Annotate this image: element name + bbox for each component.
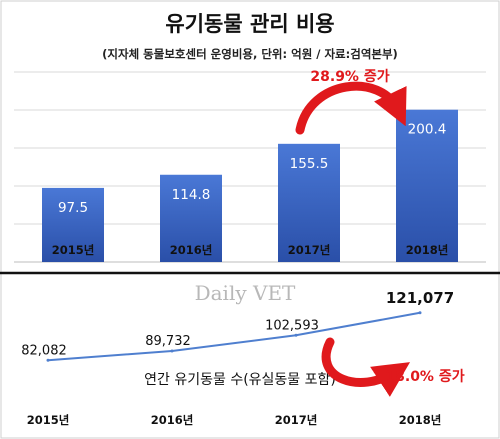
line-growth-arrow (321, 337, 411, 397)
data-point (46, 358, 50, 362)
bar-growth-arrow (295, 81, 407, 135)
bar-category-label: 2016년 (170, 243, 213, 257)
bar-value-label: 97.5 (58, 200, 88, 216)
line-value-label: 89,732 (145, 334, 191, 349)
data-point (294, 333, 298, 337)
bar-category-label: 2017년 (288, 243, 331, 257)
bar-chart-subtitle: (지자체 동물보호센터 운영비용, 단위: 억원 / 자료:검역본부) (102, 47, 398, 61)
bar-growth-label: 28.9% 증가 (310, 69, 389, 85)
data-point (170, 349, 174, 353)
line-category-label: 2017년 (275, 413, 318, 427)
watermark-logo: Daily VET (195, 281, 296, 305)
line-value-label: 82,082 (21, 343, 67, 358)
line-category-label: 2016년 (151, 413, 194, 427)
line-value-label: 121,077 (386, 289, 454, 307)
bar (396, 109, 458, 262)
line-category-label: 2015년 (27, 413, 70, 427)
bar-chart-title: 유기동물 관리 비용 (165, 12, 334, 36)
line-series: 82,082 2015년 89,732 2016년 102,593 2017년 121,07… (21, 289, 454, 427)
line-growth-label: 18.0% 증가 (385, 369, 464, 385)
data-point (418, 311, 422, 315)
bar (278, 143, 340, 262)
line-category-label: 2018년 (399, 413, 442, 427)
bar (42, 187, 104, 262)
bar-value-label: 200.4 (408, 122, 447, 138)
bar-value-label: 114.8 (172, 187, 211, 203)
bar-category-label: 2018년 (406, 243, 449, 257)
bar-value-label: 155.5 (290, 156, 329, 172)
bar-series: 97.5 2015년 114.8 2016년 155.5 2017년 200.4 2018년 (42, 109, 458, 262)
line-series-label: 연간 유기동물 수(유실동물 포함) (144, 372, 336, 388)
line-value-label: 102,593 (265, 318, 319, 333)
bar (160, 174, 222, 262)
bar-category-label: 2015년 (52, 243, 95, 257)
series-line (47, 311, 421, 362)
